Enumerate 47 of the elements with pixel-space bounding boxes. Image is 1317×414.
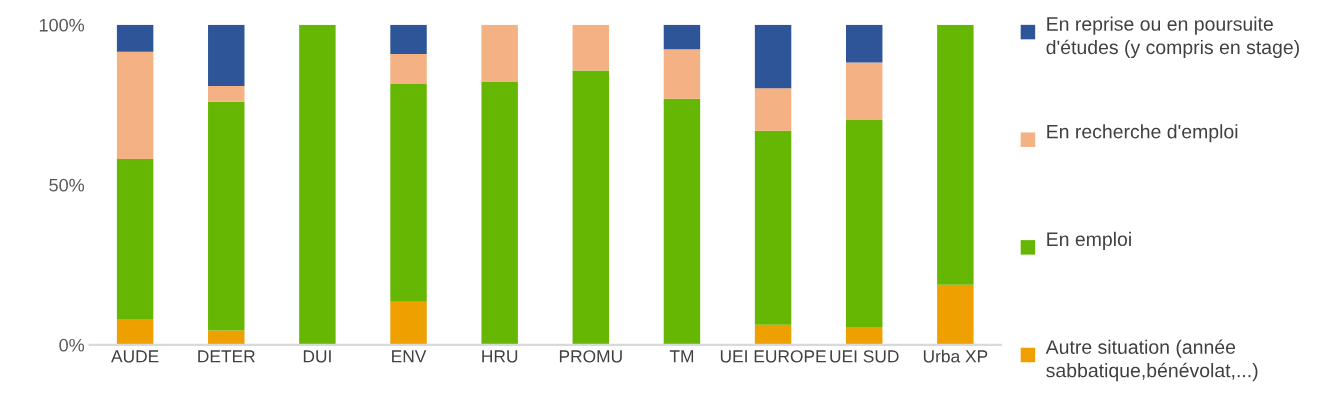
bar — [754, 24, 792, 89]
bar — [663, 49, 701, 99]
bar — [208, 330, 245, 345]
x-tick-label: ENV — [392, 350, 427, 363]
bar — [845, 62, 883, 120]
x-tick-label: DETER — [198, 350, 255, 363]
x-tick-label: PROMU — [559, 350, 622, 363]
bar — [572, 24, 610, 71]
bar — [572, 70, 610, 345]
bar — [845, 119, 883, 327]
bar — [754, 88, 792, 131]
bar — [116, 24, 154, 52]
legend-label: En emploi — [1047, 231, 1131, 250]
bar — [116, 51, 154, 159]
bar — [937, 24, 974, 285]
x-tick-label: AUDE — [111, 350, 159, 363]
legend-label: Autre situation (année sabbatique,bénévolat,...) — [1045, 339, 1258, 382]
bar — [481, 81, 518, 345]
bar — [208, 24, 245, 86]
bar — [208, 101, 245, 331]
bar — [845, 24, 883, 63]
bar — [208, 85, 245, 102]
bar — [390, 83, 427, 302]
bar — [663, 98, 701, 345]
bar — [116, 318, 154, 345]
y-tick-label: 100% — [39, 18, 85, 32]
bar — [845, 326, 883, 345]
bar — [754, 324, 792, 345]
bar — [390, 53, 427, 84]
x-tick-label: UEI EUROPE — [720, 350, 826, 363]
x-tick-label: DUI — [303, 350, 331, 363]
bar — [663, 24, 701, 50]
x-tick-label: UEI SUD — [830, 350, 899, 363]
bar — [481, 24, 518, 82]
bar — [937, 284, 974, 345]
bar — [299, 24, 336, 345]
bar — [390, 301, 427, 345]
bar — [116, 158, 154, 319]
x-tick-label: Urba XP — [923, 349, 988, 363]
legend-label: En reprise ou en poursuite d'études (y compris en stage) — [1046, 16, 1299, 59]
legend-label: En recherche d'emploi — [1047, 124, 1238, 143]
y-tick-label: 0% — [59, 338, 85, 352]
x-tick-label: TM — [669, 350, 694, 363]
bar — [754, 130, 792, 325]
bar — [390, 24, 427, 54]
y-tick-label: 50% — [49, 178, 85, 192]
x-tick-label: HRU — [482, 350, 518, 363]
